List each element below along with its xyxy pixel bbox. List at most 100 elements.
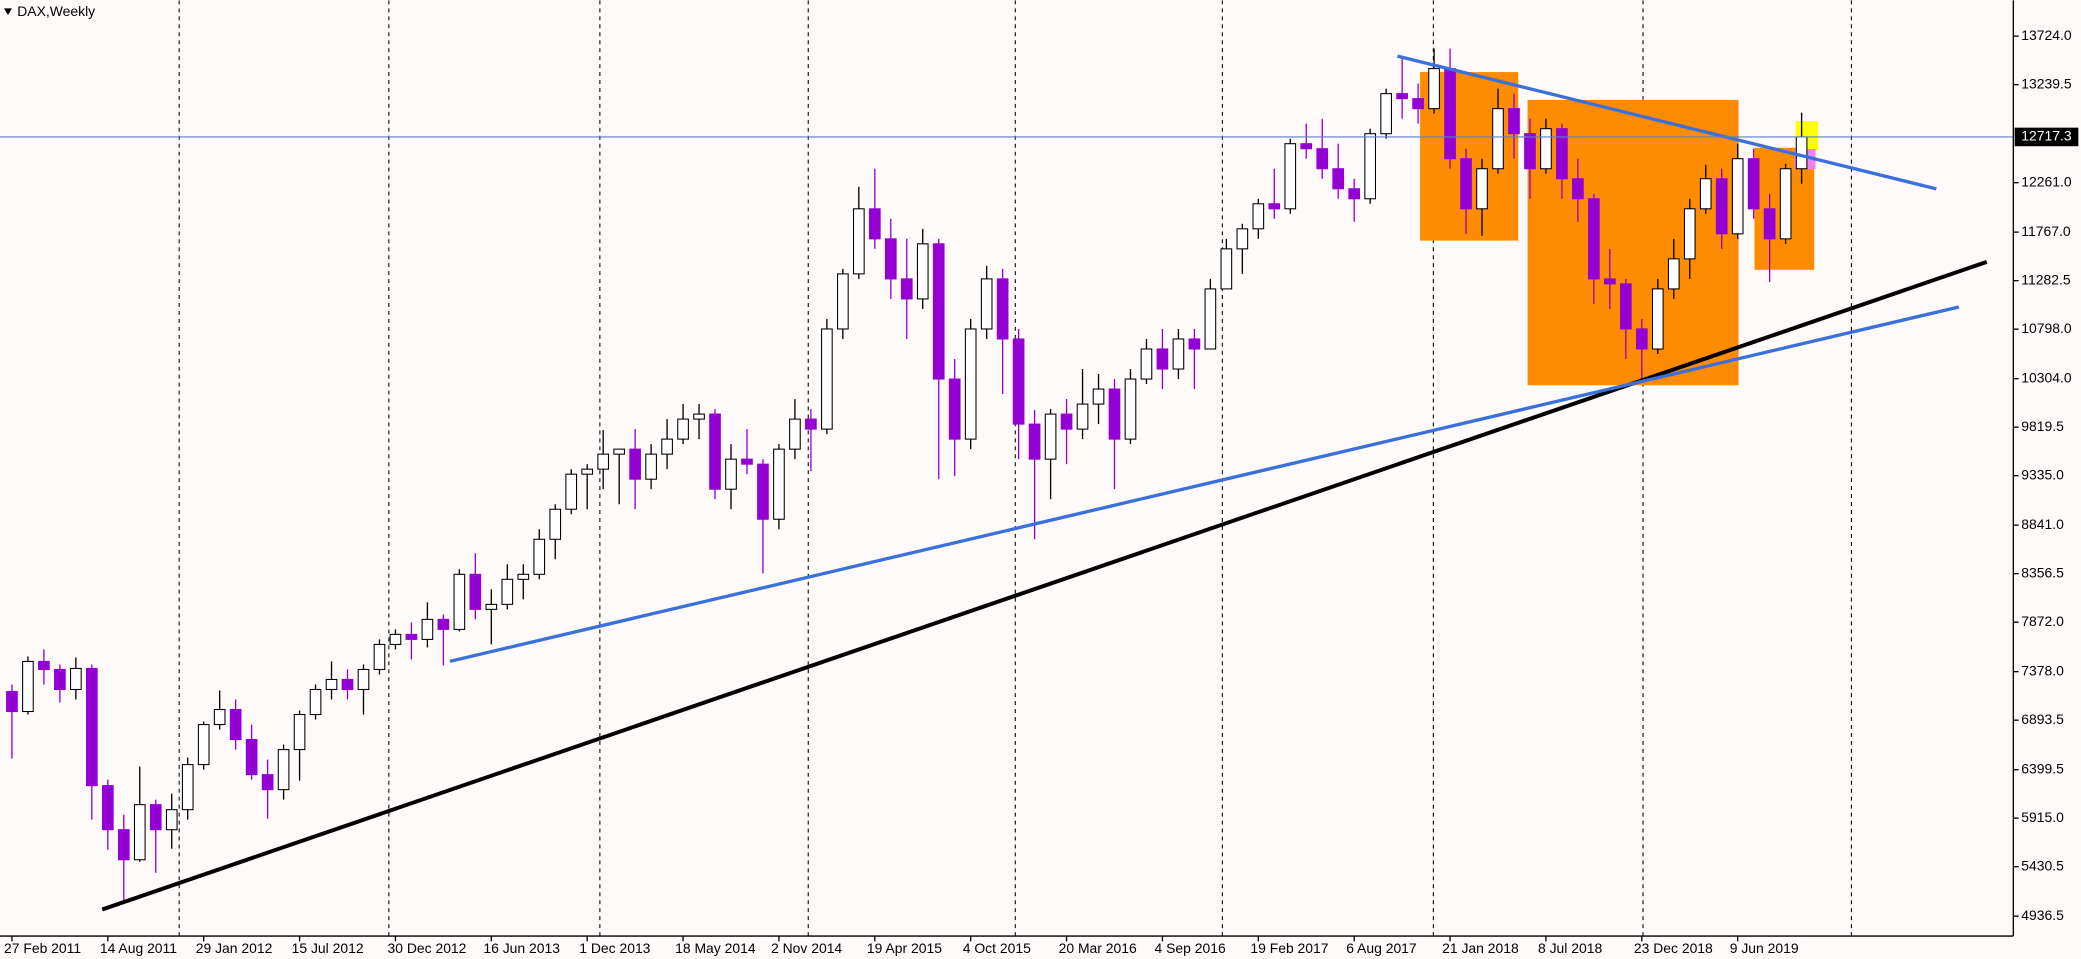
candle-body bbox=[389, 633, 402, 645]
candle-body bbox=[1220, 248, 1233, 290]
candle-body bbox=[565, 473, 578, 510]
candle-body bbox=[149, 804, 162, 831]
candle-body bbox=[1428, 68, 1440, 110]
candle-body bbox=[70, 667, 82, 691]
y-tick-label: 6893.5 bbox=[2021, 711, 2064, 727]
chart-title: DAX,Weekly bbox=[17, 3, 95, 19]
candle-body bbox=[629, 448, 641, 480]
candle-body bbox=[1540, 128, 1552, 170]
x-tick-label: 14 Aug 2011 bbox=[100, 940, 177, 956]
candle-body bbox=[1172, 338, 1185, 370]
candle-body bbox=[1747, 158, 1760, 210]
candle-body bbox=[22, 660, 34, 713]
x-tick-label: 19 Feb 2017 bbox=[1250, 940, 1328, 956]
y-tick-label: 8356.5 bbox=[2021, 564, 2064, 580]
y-tick-label: 5915.0 bbox=[2021, 809, 2064, 825]
x-tick-label: 16 Jun 2013 bbox=[483, 940, 560, 956]
y-tick-label: 12261.0 bbox=[2021, 173, 2072, 189]
overlay: 4936.5 5430.5 5915.0 6399.5 6893.5 7378.0 7872… bbox=[0, 27, 2079, 956]
candle-body bbox=[1492, 108, 1504, 170]
candle-body bbox=[1731, 158, 1744, 235]
y-tick-label: 7872.0 bbox=[2021, 613, 2064, 629]
candle-body bbox=[1572, 178, 1584, 200]
x-tick-label: 29 Jan 2012 bbox=[196, 940, 273, 956]
candle-body bbox=[277, 749, 290, 791]
trendlines bbox=[101, 54, 1988, 912]
candles bbox=[6, 48, 1808, 904]
candle-body bbox=[1108, 388, 1121, 440]
candle-body bbox=[341, 678, 354, 691]
candle-body bbox=[1763, 208, 1776, 240]
candle-body bbox=[1604, 278, 1616, 285]
candle-body bbox=[101, 785, 114, 831]
candle-body bbox=[1092, 388, 1105, 405]
x-tick-label: 6 Aug 2017 bbox=[1346, 940, 1417, 956]
candle-body bbox=[1667, 258, 1680, 290]
candle-body bbox=[1476, 168, 1488, 210]
x-tick-label: 2 Nov 2014 bbox=[771, 940, 842, 956]
last-price-box bbox=[2014, 127, 2079, 147]
candle-body bbox=[1012, 338, 1025, 425]
candle-body bbox=[916, 243, 929, 300]
candle-body bbox=[1332, 168, 1345, 190]
x-tick-label: 4 Oct 2015 bbox=[963, 940, 1031, 956]
candle-body bbox=[357, 668, 370, 691]
candle-body bbox=[1588, 198, 1600, 280]
candle-body bbox=[1524, 133, 1536, 170]
candle-body bbox=[884, 238, 897, 280]
candle-body bbox=[1683, 208, 1696, 260]
y-tick-label: 10798.0 bbox=[2021, 320, 2072, 336]
candle-body bbox=[725, 458, 737, 490]
candle-body bbox=[1508, 108, 1520, 135]
candle-body bbox=[405, 633, 418, 640]
candle-body bbox=[1156, 348, 1169, 370]
candle-body bbox=[1412, 98, 1424, 110]
title-marker bbox=[3, 8, 12, 15]
candle-body bbox=[133, 804, 146, 861]
candle-body bbox=[117, 829, 130, 861]
candle-body bbox=[38, 660, 50, 670]
candle-body bbox=[165, 809, 178, 831]
candle-body bbox=[741, 458, 753, 465]
y-tick-label: 5430.5 bbox=[2021, 857, 2064, 873]
y-tick-label: 8841.0 bbox=[2021, 516, 2064, 532]
candle-body bbox=[1635, 328, 1648, 350]
candle-body bbox=[1396, 93, 1408, 100]
candle-body bbox=[837, 273, 849, 330]
x-tick-label: 23 Dec 2018 bbox=[1634, 940, 1713, 956]
candle-body bbox=[1284, 143, 1297, 210]
candle-body bbox=[948, 378, 961, 440]
candle-body bbox=[261, 774, 274, 791]
candle-body bbox=[677, 418, 689, 440]
candle-body bbox=[1140, 348, 1153, 380]
x-tick-label: 4 Sep 2016 bbox=[1154, 940, 1225, 956]
candle-body bbox=[1188, 338, 1201, 350]
trendline bbox=[449, 305, 1960, 663]
x-tick-label: 18 May 2014 bbox=[675, 940, 756, 956]
x-tick-label: 1 Dec 2013 bbox=[579, 940, 650, 956]
y-tick-label: 11767.0 bbox=[2021, 223, 2071, 239]
candle-body bbox=[964, 328, 977, 440]
y-tick-label: 9335.0 bbox=[2021, 466, 2064, 482]
x-tick-label: 20 Mar 2016 bbox=[1059, 940, 1137, 956]
candle-body bbox=[517, 573, 530, 580]
candle-body bbox=[1348, 188, 1361, 200]
candle-body bbox=[1779, 168, 1792, 240]
candle-body bbox=[661, 438, 673, 455]
candle-body bbox=[932, 243, 945, 380]
candle-body bbox=[309, 688, 322, 716]
candle-body bbox=[293, 713, 306, 751]
x-tick-label: 27 Feb 2011 bbox=[4, 940, 81, 956]
candle-body bbox=[757, 463, 769, 520]
y-tick-label: 13239.5 bbox=[2021, 75, 2072, 91]
candle-body bbox=[900, 278, 913, 300]
candle-body bbox=[229, 708, 242, 741]
candle-body bbox=[645, 453, 657, 480]
candle-body bbox=[6, 690, 18, 713]
candle-body bbox=[789, 418, 801, 450]
candle-body bbox=[501, 578, 514, 605]
candle-body bbox=[868, 208, 881, 240]
candle-body bbox=[1124, 378, 1137, 440]
